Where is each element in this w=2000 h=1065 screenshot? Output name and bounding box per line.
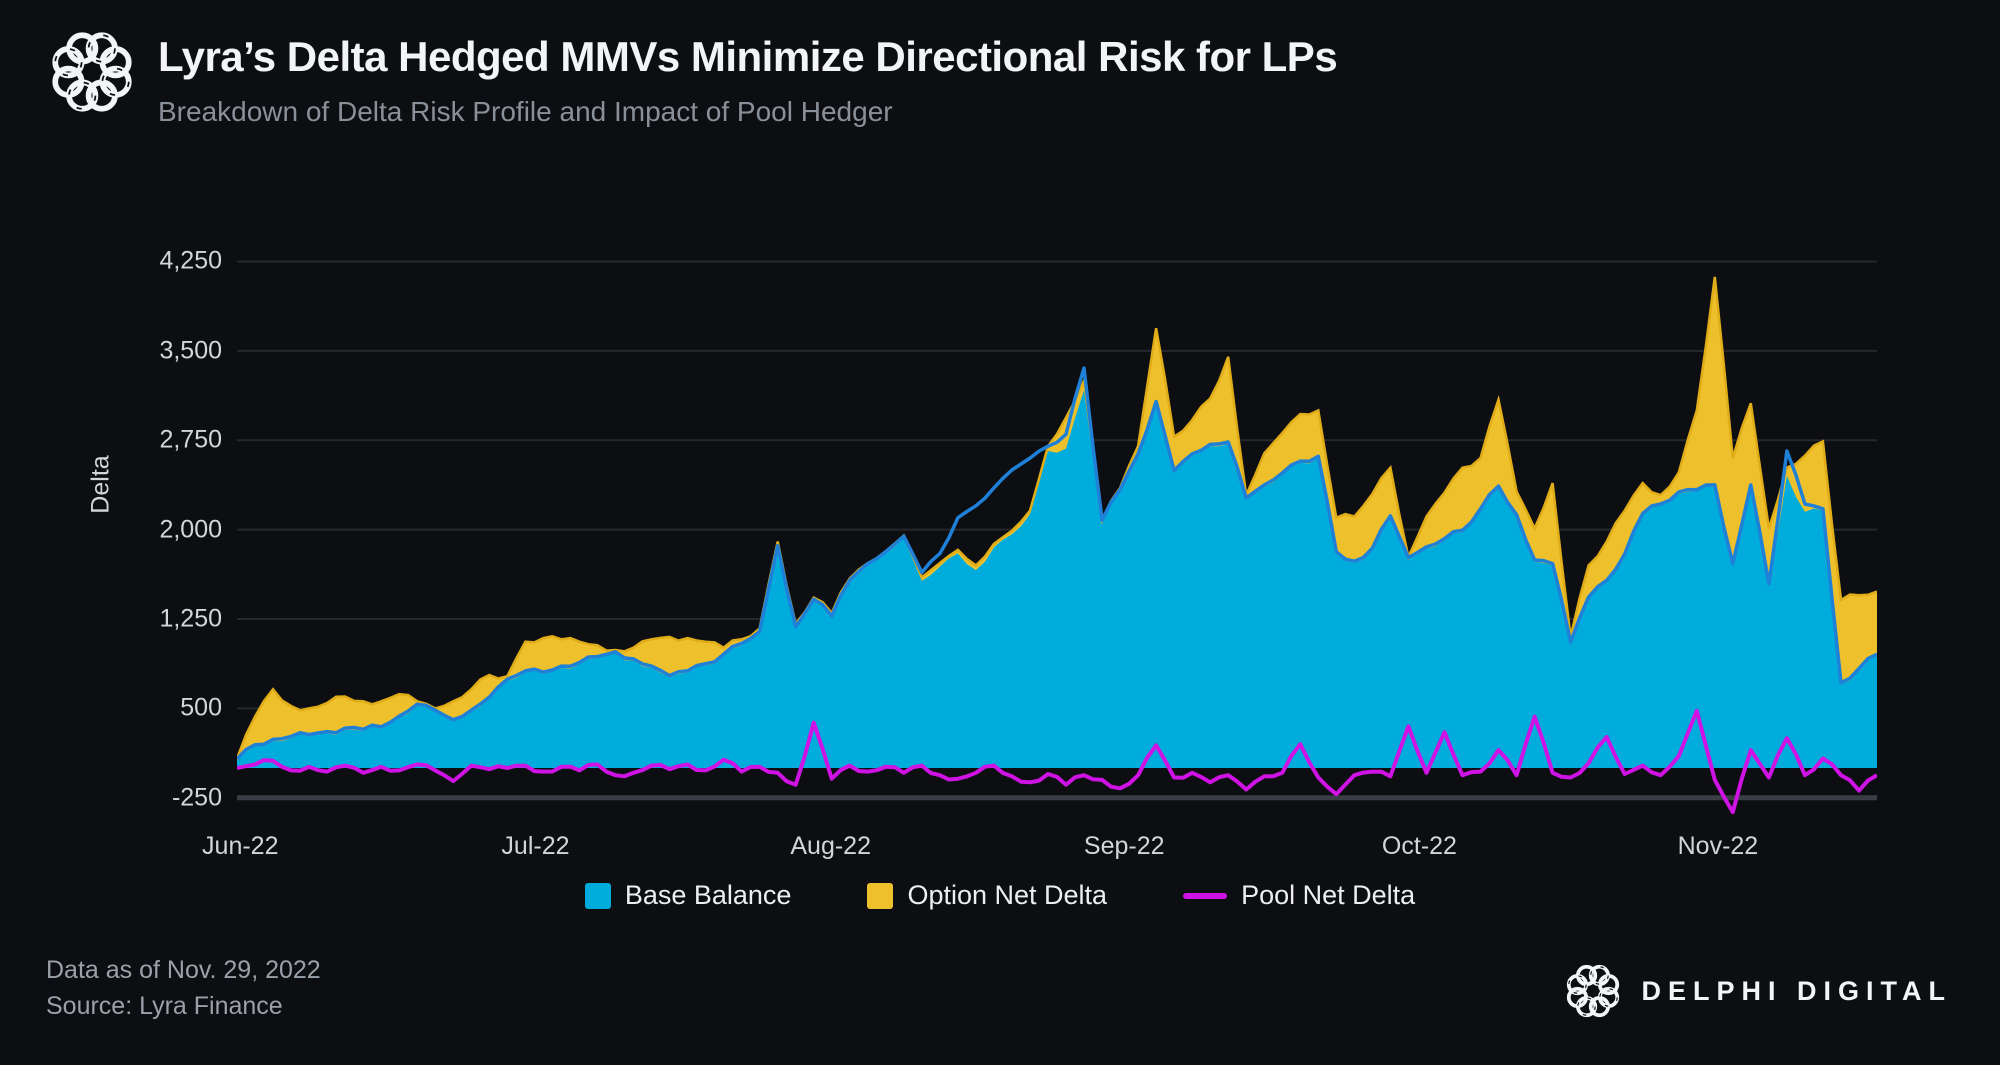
y-axis-title: Delta (86, 455, 115, 514)
x-tick-label: Jul-22 (501, 832, 570, 860)
header-text: Lyra’s Delta Hedged MMVs Minimize Direct… (158, 28, 1338, 128)
chart-legend: Base Balance Option Net Delta Pool Net Del… (0, 880, 2000, 911)
y-tick-label: 3,500 (159, 336, 222, 365)
x-tick-label: Oct-22 (1381, 832, 1457, 860)
brand-wordmark: DELPHI DIGITAL (1641, 975, 1952, 1006)
delphi-knot-logo-small (1566, 964, 1619, 1018)
source-note: Source: Lyra Finance (46, 991, 283, 1020)
x-tick-label: Nov-22 (1677, 832, 1759, 860)
x-tick-label: Aug-22 (790, 832, 871, 860)
data-as-of-note: Data as of Nov. 29, 2022 (46, 956, 321, 984)
page-subtitle: Breakdown of Delta Risk Profile and Impa… (158, 96, 893, 128)
y-tick-label: 2,000 (159, 515, 222, 544)
legend-item: Pool Net Delta (1183, 880, 1415, 911)
legend-label: Pool Net Delta (1241, 880, 1416, 910)
y-tick-label: 4,250 (159, 246, 222, 275)
footer-notes: Data as of Nov. 29, 2022 Source: Lyra Fi… (46, 953, 321, 1024)
x-tick-label: Jun-22 (202, 832, 279, 860)
y-tick-label: 1,250 (159, 604, 222, 633)
brand-footer: DELPHI DIGITAL (1564, 962, 1953, 1020)
y-tick-label: -250 (171, 783, 222, 812)
y-tick-label: 2,750 (159, 425, 222, 454)
legend-square-swatch (584, 882, 611, 909)
legend-line-swatch (1183, 892, 1228, 899)
legend-label: Option Net Delta (907, 880, 1108, 910)
legend-item: Option Net Delta (867, 880, 1107, 911)
header: Lyra’s Delta Hedged MMVs Minimize Direct… (48, 28, 1338, 128)
delta-area-chart (237, 260, 1877, 815)
page-title: Lyra’s Delta Hedged MMVs Minimize Direct… (158, 33, 1338, 80)
legend-label: Base Balance (624, 880, 792, 910)
delphi-knot-logo (52, 32, 132, 112)
legend-square-swatch (867, 882, 894, 909)
y-tick-label: 500 (180, 693, 222, 722)
x-tick-label: Sep-22 (1083, 832, 1165, 860)
legend-item: Base Balance (584, 880, 792, 911)
